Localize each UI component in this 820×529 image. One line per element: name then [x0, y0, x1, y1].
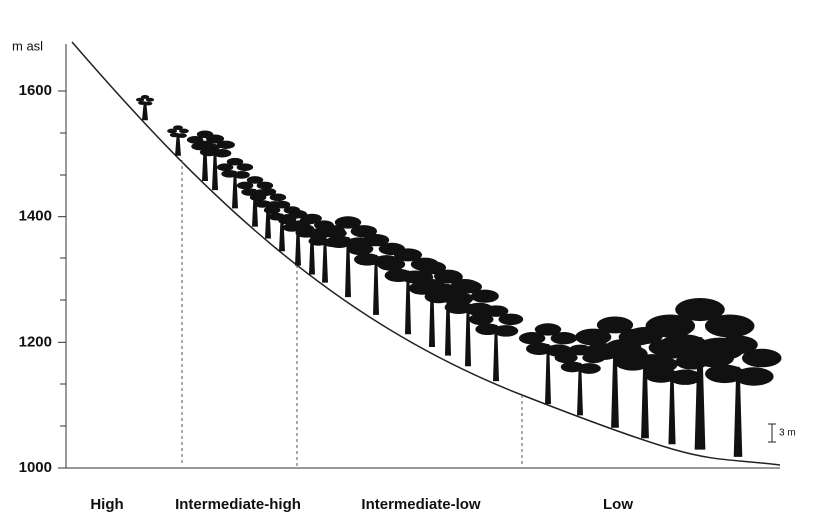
tree-crown — [377, 257, 406, 271]
tree-crown — [236, 163, 254, 172]
y-tick-label: 1600 — [19, 82, 52, 99]
tree-crown — [290, 220, 311, 230]
tree-crown — [453, 280, 483, 294]
tree-crown — [256, 181, 274, 190]
tree-crown — [483, 305, 509, 317]
tree-crown — [401, 270, 430, 284]
tree-crown — [350, 225, 378, 238]
tree-trunk — [545, 344, 551, 405]
tree-trunk — [175, 133, 181, 156]
tree-crown — [273, 200, 291, 209]
trees — [135, 95, 782, 457]
tree-crown — [668, 369, 702, 385]
tree-crown — [417, 261, 447, 275]
minor-ticks — [60, 132, 66, 427]
tree-trunk — [322, 237, 328, 283]
tree-crown — [437, 289, 466, 303]
tree-crown — [534, 323, 562, 336]
zone-label: High — [90, 496, 123, 513]
tree-crown — [362, 233, 390, 247]
zone-label: Intermediate-low — [361, 496, 481, 513]
tree-trunk — [212, 148, 218, 191]
tree-trunk — [577, 362, 583, 416]
tree-crown — [177, 133, 187, 138]
tree-crown — [167, 128, 178, 134]
y-tick-label: 1000 — [19, 459, 52, 476]
tree-crown — [135, 97, 145, 102]
tree-crown — [393, 248, 423, 262]
tree-crown — [635, 354, 669, 370]
tree-crown — [249, 193, 267, 202]
tree-trunk — [232, 170, 238, 209]
zone-dividers — [181, 160, 523, 466]
axis-unit: m asl — [12, 38, 43, 53]
tree-crown — [303, 228, 324, 238]
tree-crown — [518, 332, 546, 345]
scale-bar: 3 m — [768, 423, 796, 443]
tree-crown — [216, 140, 235, 150]
tree-crown — [645, 314, 696, 338]
tree-crown — [259, 187, 277, 196]
tree-crown — [246, 176, 264, 184]
tree-trunk — [493, 324, 499, 382]
tree-crown — [236, 181, 254, 190]
tree-crown — [173, 125, 183, 130]
tree-crown — [417, 278, 446, 293]
tree-crown — [734, 367, 774, 386]
zone-label: Intermediate-high — [175, 496, 301, 513]
slope-profile — [71, 41, 781, 466]
tree-crown — [346, 242, 374, 256]
tree-crown — [596, 316, 634, 334]
y-tick-label: 1200 — [19, 333, 52, 350]
tree-crown — [213, 149, 232, 158]
tree-crown — [704, 314, 755, 338]
tree-crown — [550, 332, 578, 345]
tree-crown — [741, 348, 782, 368]
tree-crown — [233, 171, 250, 179]
tree-trunk — [733, 366, 743, 457]
tree-crown — [493, 325, 519, 337]
tree-crown — [554, 352, 578, 364]
tree-crown — [334, 216, 362, 229]
tree-crown — [468, 313, 494, 326]
tree-crown — [498, 313, 524, 326]
tree-crown — [216, 163, 234, 172]
tree-crown — [205, 134, 225, 143]
tree-trunk — [668, 369, 676, 445]
zone-label: Low — [603, 496, 633, 513]
tree-crown — [140, 95, 150, 99]
tree-crown — [694, 348, 735, 368]
tree-crown — [318, 225, 346, 238]
scale-bar-label: 3 m — [779, 428, 796, 439]
tree-crown — [577, 363, 601, 374]
tree-crown — [226, 157, 244, 166]
tree-crown — [575, 328, 612, 346]
tree-trunk — [373, 254, 379, 315]
tree-crown — [433, 269, 463, 283]
tree-crown — [178, 128, 189, 134]
tree-crown — [302, 213, 322, 224]
tree-crown — [263, 206, 281, 214]
tree-crown — [269, 193, 287, 202]
tree-crown — [470, 289, 499, 303]
tree-crown — [145, 97, 155, 102]
tree-crown — [195, 140, 214, 150]
y-tick-label: 1400 — [19, 208, 52, 225]
tree-crown — [278, 216, 297, 225]
tree-crown — [144, 101, 153, 106]
tree-crown — [288, 210, 308, 219]
tree-crown — [718, 335, 758, 355]
tree-trunk — [142, 101, 148, 121]
tree-crown — [605, 339, 642, 357]
tree-crown — [675, 297, 725, 322]
